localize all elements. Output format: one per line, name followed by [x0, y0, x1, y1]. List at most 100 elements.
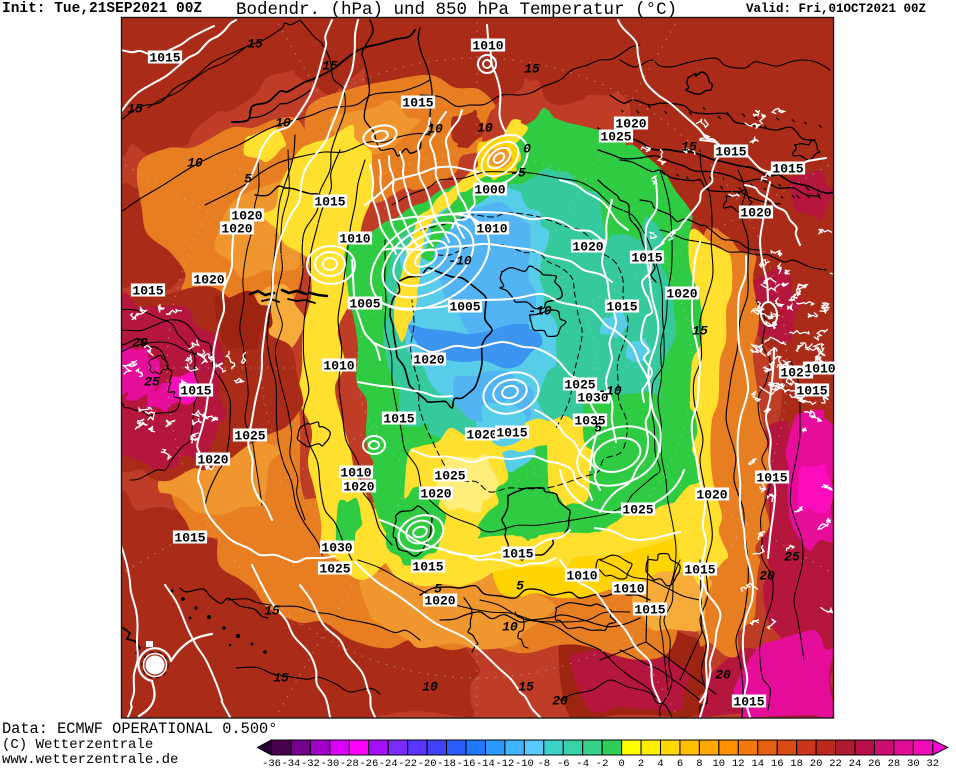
svg-text:8: 8 [696, 758, 702, 768]
svg-text:1020: 1020 [231, 209, 262, 224]
svg-text:10: 10 [477, 121, 493, 136]
svg-text:1015: 1015 [174, 531, 205, 546]
svg-text:1015: 1015 [733, 695, 764, 710]
svg-text:1020: 1020 [420, 487, 451, 502]
svg-text:-28: -28 [340, 758, 359, 768]
svg-text:-30: -30 [320, 758, 339, 768]
svg-text:-6: -6 [557, 758, 570, 768]
svg-text:25: 25 [784, 550, 800, 565]
svg-text:1020: 1020 [696, 488, 727, 503]
svg-text:10: 10 [275, 116, 291, 131]
svg-text:1015: 1015 [772, 162, 803, 177]
svg-text:1020: 1020 [572, 240, 603, 255]
svg-text:1010: 1010 [566, 569, 597, 584]
svg-text:1010: 1010 [804, 362, 835, 377]
svg-text:1015: 1015 [606, 300, 637, 315]
svg-text:1015: 1015 [796, 384, 827, 399]
svg-text:1025: 1025 [622, 503, 653, 518]
svg-text:4: 4 [657, 758, 663, 768]
svg-text:-8: -8 [537, 758, 550, 768]
svg-text:15: 15 [264, 604, 280, 619]
svg-text:15: 15 [518, 680, 534, 695]
svg-text:-24: -24 [379, 758, 398, 768]
svg-text:-2: -2 [596, 758, 609, 768]
svg-text:1010: 1010 [339, 232, 370, 247]
svg-text:1015: 1015 [631, 251, 662, 266]
svg-text:1020: 1020 [221, 222, 252, 237]
svg-text:1010: 1010 [472, 39, 503, 54]
svg-text:1020: 1020 [193, 273, 224, 288]
svg-text:10: 10 [427, 122, 443, 137]
svg-text:20: 20 [552, 694, 568, 709]
svg-text:28: 28 [888, 758, 901, 768]
svg-text:1015: 1015 [383, 412, 414, 427]
svg-text:-20: -20 [418, 758, 437, 768]
svg-text:1015: 1015 [496, 426, 527, 441]
svg-text:5: 5 [516, 579, 524, 594]
svg-text:1020: 1020 [424, 594, 455, 609]
svg-text:1005: 1005 [449, 300, 480, 315]
svg-text:18: 18 [790, 758, 803, 768]
svg-text:1025: 1025 [434, 469, 465, 484]
svg-text:15: 15 [247, 37, 263, 52]
svg-text:20: 20 [132, 336, 148, 351]
svg-text:16: 16 [771, 758, 784, 768]
svg-text:0: 0 [618, 758, 624, 768]
svg-text:-5: -5 [510, 166, 526, 181]
svg-text:-36: -36 [262, 758, 281, 768]
svg-text:30: 30 [907, 758, 920, 768]
svg-text:-10: -10 [598, 384, 622, 399]
svg-text:1025: 1025 [319, 562, 350, 577]
svg-text:32: 32 [926, 758, 939, 768]
svg-text:1010: 1010 [613, 582, 644, 597]
svg-text:-4: -4 [576, 758, 589, 768]
svg-text:1020: 1020 [197, 453, 228, 468]
svg-text:-12: -12 [495, 758, 514, 768]
svg-text:1025: 1025 [600, 130, 631, 145]
svg-text:20: 20 [810, 758, 823, 768]
svg-text:10: 10 [712, 758, 725, 768]
svg-text:-10: -10 [448, 254, 472, 269]
svg-text:26: 26 [868, 758, 881, 768]
svg-text:1015: 1015 [314, 195, 345, 210]
svg-text:1020: 1020 [666, 287, 697, 302]
svg-text:1030: 1030 [321, 541, 352, 556]
svg-text:10: 10 [422, 680, 438, 695]
svg-text:24: 24 [849, 758, 862, 768]
svg-text:-16: -16 [457, 758, 476, 768]
svg-text:1015: 1015 [715, 145, 746, 160]
svg-text:5: 5 [244, 172, 252, 187]
svg-text:-18: -18 [437, 758, 456, 768]
svg-text:5: 5 [434, 582, 442, 597]
svg-text:15: 15 [273, 671, 289, 686]
svg-text:2: 2 [638, 758, 644, 768]
svg-text:12: 12 [732, 758, 745, 768]
svg-text:15: 15 [692, 324, 708, 339]
svg-text:15: 15 [681, 140, 697, 155]
svg-text:1015: 1015 [412, 560, 443, 575]
svg-text:1015: 1015 [402, 96, 433, 111]
svg-text:14: 14 [751, 758, 764, 768]
svg-text:25: 25 [144, 375, 160, 390]
svg-text:1015: 1015 [756, 471, 787, 486]
svg-text:1020: 1020 [740, 206, 771, 221]
svg-text:-14: -14 [476, 758, 495, 768]
svg-text:1015: 1015 [502, 547, 533, 562]
svg-text:15: 15 [322, 59, 338, 74]
svg-text:5: 5 [594, 421, 602, 436]
svg-text:15: 15 [524, 62, 540, 77]
svg-text:22: 22 [829, 758, 842, 768]
svg-text:1030: 1030 [577, 391, 608, 406]
svg-text:0: 0 [523, 142, 531, 157]
svg-text:1020: 1020 [413, 353, 444, 368]
svg-text:1010: 1010 [340, 466, 371, 481]
svg-text:15: 15 [127, 102, 143, 117]
svg-text:1015: 1015 [132, 284, 163, 299]
svg-text:1015: 1015 [634, 603, 665, 618]
svg-text:-32: -32 [301, 758, 320, 768]
svg-text:1010: 1010 [476, 222, 507, 237]
svg-text:1005: 1005 [349, 297, 380, 312]
svg-text:-34: -34 [281, 758, 300, 768]
svg-text:1020: 1020 [615, 117, 646, 132]
svg-text:-26: -26 [359, 758, 378, 768]
